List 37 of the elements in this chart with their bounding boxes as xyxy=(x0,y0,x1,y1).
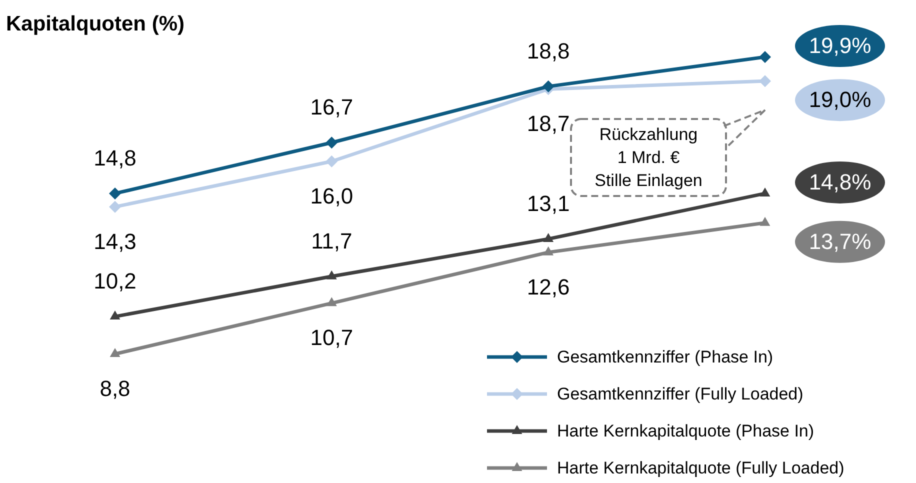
legend-label: Gesamtkennziffer (Fully Loaded) xyxy=(557,384,804,404)
point xyxy=(759,51,771,63)
data-label: 11,7 xyxy=(311,228,352,254)
data-label: 10,7 xyxy=(310,325,354,350)
point xyxy=(542,80,554,92)
data-label: 18,7 xyxy=(526,111,570,136)
data-label: 12,6 xyxy=(526,274,570,300)
data-label: 14,3 xyxy=(94,228,136,254)
data-label: 10,2 xyxy=(94,268,136,294)
data-label: 18,8 xyxy=(526,38,570,64)
point xyxy=(760,216,770,226)
data-label: 16,7 xyxy=(310,94,354,120)
point xyxy=(543,232,554,242)
point xyxy=(759,75,771,88)
data-label: 19,0% xyxy=(808,87,872,112)
data-label: 16,0 xyxy=(310,183,354,208)
data-label: 19,9% xyxy=(808,33,872,58)
chart-title: Kapitalquoten (%) xyxy=(6,12,184,36)
point xyxy=(543,246,554,256)
point xyxy=(326,297,337,306)
data-label: 13,1 xyxy=(526,191,570,216)
data-label: 8,8 xyxy=(100,376,130,402)
point xyxy=(110,310,120,320)
point xyxy=(760,187,770,196)
legend-label: Gesamtkennziffer (Phase In) xyxy=(557,348,774,367)
annotation: Rückzahlung 1 Mrd. € Stille Einlagen xyxy=(594,124,704,192)
point xyxy=(326,270,337,280)
data-label: 13,7% xyxy=(808,228,872,254)
legend-label: Harte Kernkapitalquote (Fully Loaded) xyxy=(557,458,844,478)
legend-label: Harte Kernkapitalquote (Phase In) xyxy=(557,422,814,441)
point xyxy=(109,200,121,213)
point xyxy=(110,348,120,357)
data-label: 14,8% xyxy=(808,170,872,195)
point xyxy=(326,155,338,168)
point xyxy=(326,136,338,149)
point xyxy=(109,187,121,200)
data-label: 14,8 xyxy=(94,146,136,171)
